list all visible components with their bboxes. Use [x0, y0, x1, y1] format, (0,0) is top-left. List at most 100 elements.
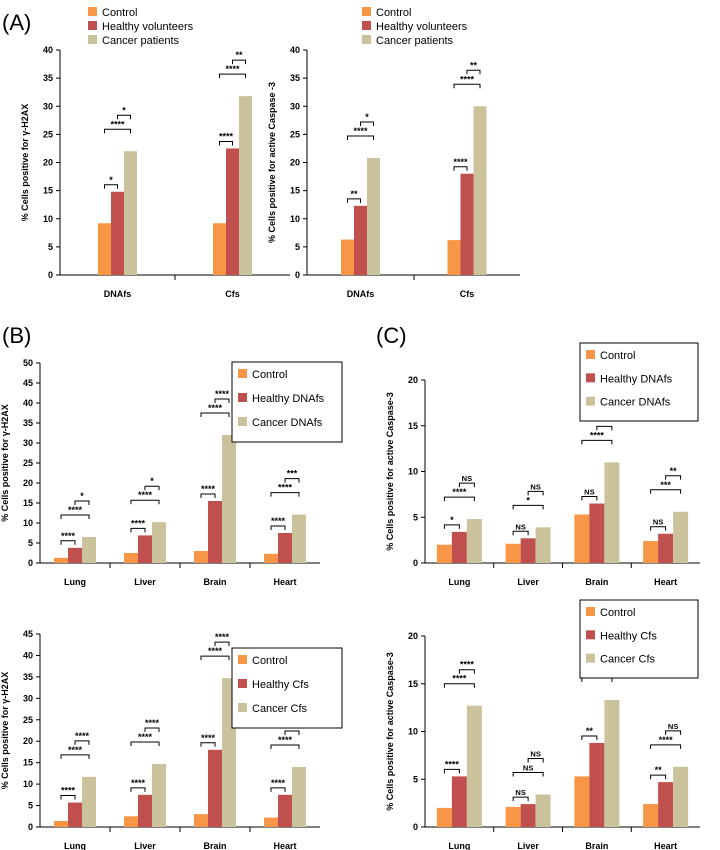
- y-tick-label: 40: [23, 398, 33, 408]
- legend-entry: Cancer Cfs: [252, 703, 308, 715]
- bar-cancer: [152, 763, 166, 827]
- legend-swatch: [586, 373, 595, 383]
- bar-healthy: [354, 205, 367, 275]
- category-label: Brain: [203, 841, 226, 850]
- significance-bracket: [74, 740, 90, 745]
- y-tick-label: 5: [413, 774, 418, 784]
- bar-control: [194, 551, 208, 563]
- bar-healthy: [451, 531, 467, 563]
- significance-bracket: [284, 478, 300, 483]
- bar-control: [264, 553, 278, 563]
- y-tick-label: 15: [290, 186, 300, 196]
- y-tick-label: 15: [23, 758, 33, 768]
- significance-bracket: [458, 482, 475, 488]
- bar-healthy: [138, 535, 152, 563]
- category-label: Liver: [517, 577, 539, 587]
- significance-label: ****: [278, 483, 293, 493]
- legend-swatch: [88, 35, 97, 44]
- category-label: DNAfs: [104, 289, 132, 299]
- bar-healthy: [208, 749, 222, 827]
- bar-cancer: [604, 462, 620, 563]
- y-tick-label: 30: [43, 101, 53, 111]
- significance-label: ****: [68, 745, 83, 755]
- y-tick-label: 10: [408, 727, 418, 737]
- legend-swatch: [238, 679, 247, 688]
- bar-control: [124, 816, 138, 827]
- significance-bracket: [512, 772, 544, 777]
- y-tick-label: 40: [43, 45, 53, 55]
- significance-label: ****: [61, 786, 76, 796]
- bar-control: [505, 543, 521, 563]
- significance-bracket: [650, 489, 682, 494]
- significance-label: ****: [225, 64, 240, 74]
- significance-label: *: [150, 476, 154, 486]
- significance-label: ****: [460, 74, 475, 84]
- significance-label: NS: [653, 518, 663, 527]
- significance-bracket: [650, 526, 667, 531]
- legend-entry: Control: [600, 350, 635, 362]
- significance-bracket: [360, 121, 374, 126]
- bar-healthy: [658, 533, 674, 563]
- bar-healthy: [208, 501, 222, 563]
- significance-label: ****: [201, 733, 216, 743]
- bar-control: [574, 776, 590, 827]
- legend-frame: [231, 647, 343, 729]
- significance-bracket: [60, 540, 76, 545]
- bar-healthy: [460, 173, 474, 275]
- y-tick-label: 40: [290, 45, 300, 55]
- bar-healthy: [68, 547, 82, 563]
- significance-bracket: [596, 425, 613, 431]
- y-tick-label: 25: [23, 458, 33, 468]
- bar-cancer: [292, 514, 306, 563]
- y-tick-label: 5: [295, 242, 300, 252]
- y-tick-label: 0: [413, 822, 418, 832]
- y-tick-label: 45: [23, 629, 33, 639]
- legend: Control Healthy Cfs Cancer Cfs: [579, 599, 699, 679]
- significance-label: **: [655, 765, 663, 775]
- category-label: Heart: [654, 841, 677, 850]
- bar-cancer: [673, 766, 689, 827]
- y-axis-label: % Cells positive for active Caspase-3: [385, 652, 395, 811]
- y-tick-label: 0: [48, 270, 53, 280]
- significance-label: *: [80, 491, 84, 501]
- legend-entry: Healthy DNAfs: [252, 393, 325, 405]
- significance-bracket: [443, 524, 460, 529]
- significance-bracket: [453, 166, 468, 171]
- category-label: Lung: [64, 577, 86, 587]
- significance-label: ****: [201, 484, 216, 494]
- y-tick-label: 10: [23, 518, 33, 528]
- category-label: Brain: [585, 577, 608, 587]
- bar-cancer: [367, 158, 380, 275]
- legend-entry: Control: [102, 7, 137, 19]
- significance-label: ***: [660, 480, 671, 490]
- y-tick-label: 15: [408, 421, 418, 431]
- bar-cancer: [604, 699, 620, 827]
- bar-healthy: [658, 782, 674, 827]
- y-tick-label: 10: [290, 214, 300, 224]
- significance-label: ****: [208, 646, 223, 656]
- significance-label: NS: [668, 722, 678, 731]
- category-label: Lung: [64, 841, 86, 850]
- category-label: Liver: [134, 841, 156, 850]
- panel-label-c: (C): [376, 323, 407, 348]
- significance-bracket: [270, 492, 300, 497]
- y-tick-label: 20: [43, 158, 53, 168]
- category-label: Brain: [203, 577, 226, 587]
- significance-label: ****: [219, 131, 234, 141]
- y-tick-label: 35: [23, 672, 33, 682]
- y-tick-label: 20: [290, 158, 300, 168]
- significance-label: NS: [515, 522, 525, 531]
- significance-bracket: [200, 412, 230, 417]
- significance-bracket: [200, 493, 216, 498]
- y-axis-label: % Cells positive for γ-H2AX: [0, 404, 10, 522]
- bar-cancer: [535, 527, 551, 563]
- significance-bracket: [650, 744, 682, 749]
- y-axis-label: % Cells positive for γ-H2AX: [0, 672, 10, 790]
- significance-bracket: [650, 774, 667, 780]
- significance-label: ****: [131, 518, 146, 528]
- legend-entry: Control: [600, 607, 635, 619]
- bar-cancer: [466, 519, 482, 563]
- category-label: Heart: [273, 841, 296, 850]
- bar-control: [447, 240, 461, 275]
